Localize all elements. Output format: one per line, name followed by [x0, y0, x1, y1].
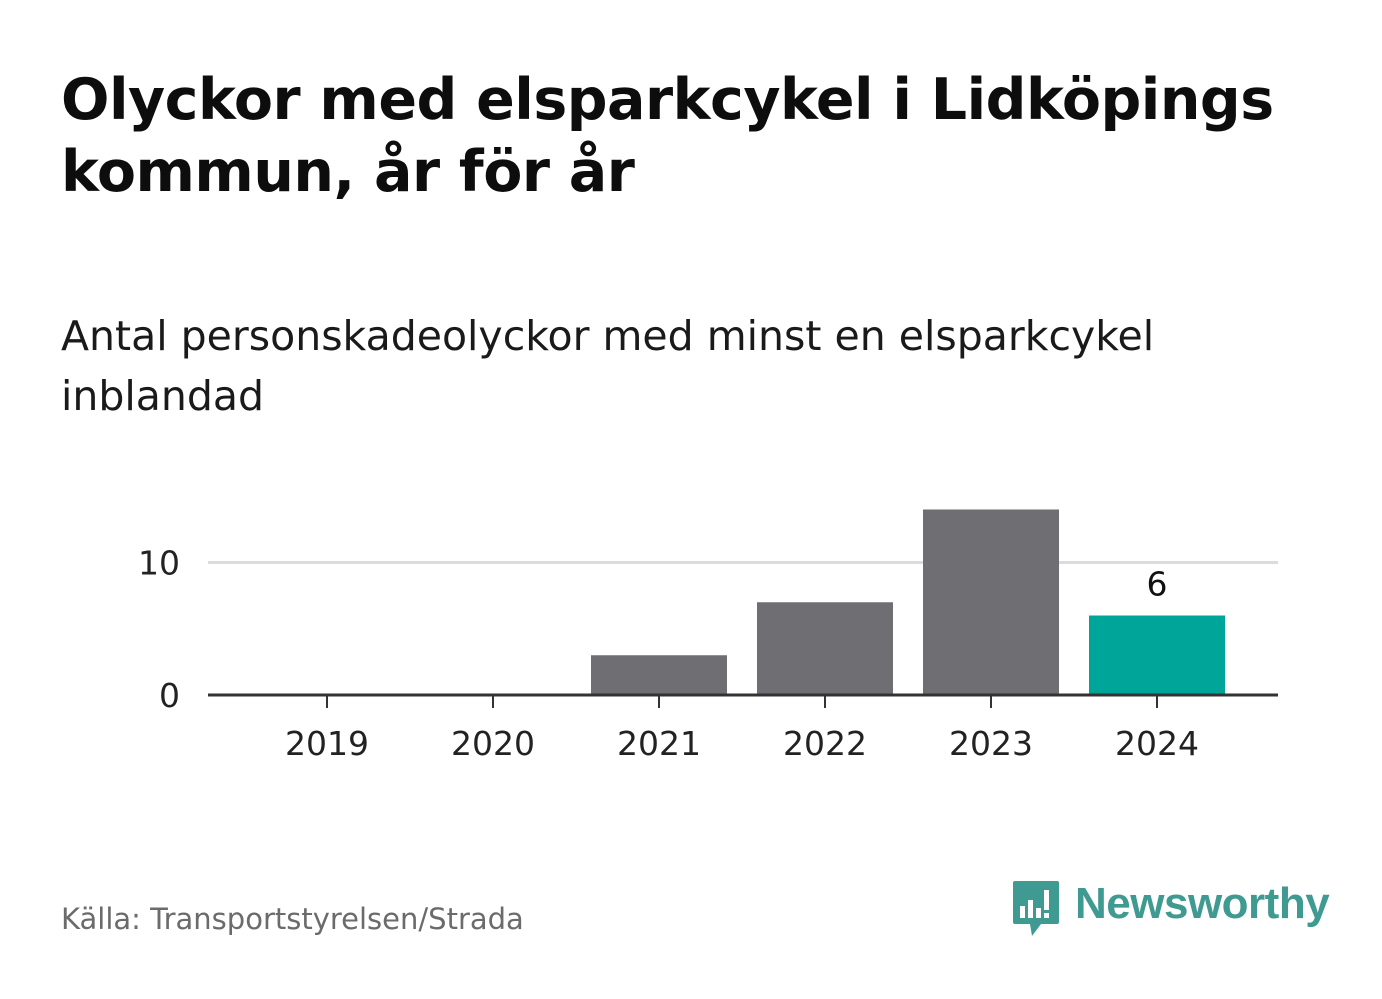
x-tick-label: 2019 — [285, 724, 369, 763]
y-tick-label: 0 — [159, 676, 180, 715]
bars — [591, 509, 1225, 695]
x-tick-label: 2020 — [451, 724, 535, 763]
brand-logo: Newsworthy — [1011, 878, 1330, 942]
chart-title: Olyckor med elsparkcykel i Lidköpings ko… — [61, 67, 1274, 205]
chart-subtitle: Antal personskadeolyckor med minst en el… — [61, 312, 1155, 420]
labels: 0 10 2019 2020 2021 2022 2023 2024 6 — [138, 544, 1199, 764]
bar — [591, 655, 727, 695]
newsworthy-logo-icon — [1013, 881, 1059, 936]
x-tick-label: 2023 — [949, 724, 1033, 763]
bar — [757, 602, 893, 695]
x-tick-label: 2024 — [1115, 724, 1199, 763]
bar — [1089, 615, 1225, 695]
data-label: 6 — [1147, 565, 1168, 604]
x-tick-label: 2022 — [783, 724, 867, 763]
x-axis — [208, 693, 1278, 708]
x-tick-label: 2021 — [617, 724, 701, 763]
source-note: Källa: Transportstyrelsen/Strada — [61, 902, 524, 936]
brand-name: Newsworthy — [1075, 879, 1330, 928]
bar — [923, 509, 1059, 695]
y-tick-label: 10 — [138, 544, 180, 583]
